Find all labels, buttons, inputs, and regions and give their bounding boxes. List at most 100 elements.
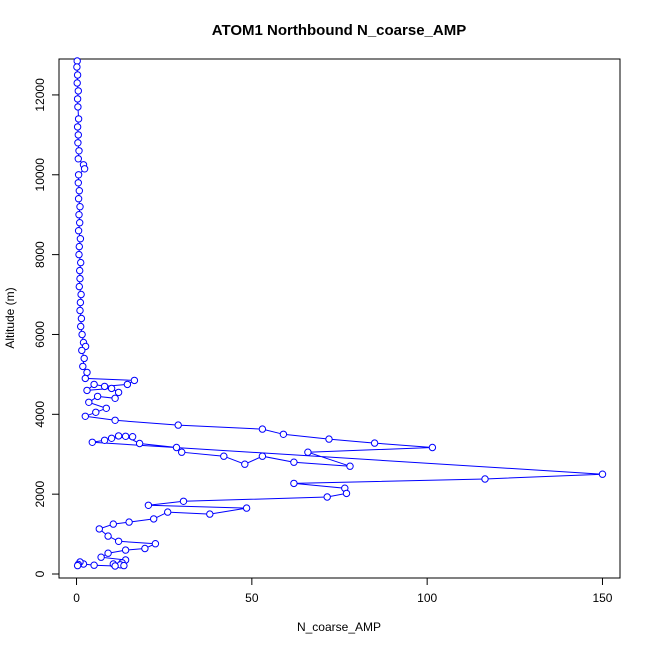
data-point — [81, 412, 90, 420]
data-point — [370, 439, 379, 447]
data-point — [242, 504, 251, 512]
data-point — [73, 63, 81, 71]
data-point — [174, 421, 182, 429]
data-point — [75, 147, 83, 155]
y-tick-label: 2000 — [33, 480, 47, 507]
data-point — [290, 479, 298, 488]
data-point — [346, 462, 354, 470]
data-point — [241, 460, 249, 468]
x-axis: 0 50 100 150 — [73, 577, 613, 605]
data-point — [74, 171, 83, 179]
series-line — [76, 60, 603, 567]
x-tick-label: 0 — [73, 591, 80, 605]
data-point — [481, 475, 489, 483]
data-point — [81, 374, 90, 383]
data-point — [107, 384, 116, 393]
y-axis-label: Altitude (m) — [3, 287, 17, 348]
data-point — [123, 380, 132, 389]
data-point — [74, 87, 83, 95]
data-point — [90, 561, 98, 569]
data-point — [74, 115, 83, 123]
data-point — [78, 346, 86, 355]
data-point — [141, 544, 149, 553]
data-point — [74, 131, 83, 139]
data-point — [97, 553, 105, 561]
data-point — [114, 432, 123, 440]
y-tick-label: 12000 — [33, 78, 47, 112]
data-point — [76, 274, 84, 283]
data-point — [100, 382, 109, 391]
data-point — [598, 470, 607, 478]
data-point — [111, 416, 119, 424]
data-point — [290, 458, 298, 466]
y-tick-label: 0 — [33, 570, 47, 577]
data-point — [135, 439, 144, 448]
data-point — [120, 561, 128, 570]
data-point — [77, 322, 85, 331]
data-point — [92, 408, 100, 416]
x-axis-label: N_coarse_AMP — [297, 620, 381, 634]
data-point — [144, 501, 153, 509]
data-point — [77, 258, 85, 267]
data-point — [114, 388, 123, 397]
y-tick-label: 10000 — [33, 158, 47, 192]
data-point — [121, 432, 130, 440]
data-point — [304, 448, 312, 456]
data-point — [73, 123, 82, 131]
y-axis: 0 2000 4000 6000 8000 10000 12000 — [33, 78, 60, 577]
data-point — [75, 282, 84, 291]
data-point — [111, 394, 119, 402]
data-point — [76, 203, 84, 211]
data-point — [74, 155, 83, 163]
data-point — [121, 546, 130, 554]
data-point — [77, 314, 86, 323]
data-point — [80, 165, 89, 173]
data-point — [258, 425, 267, 433]
data-point — [178, 448, 186, 456]
data-point — [85, 398, 93, 406]
y-tick-label: 4000 — [33, 401, 47, 428]
data-point — [76, 266, 84, 275]
data-point — [93, 392, 102, 401]
data-point — [90, 380, 98, 389]
data-point — [76, 235, 85, 243]
data-point — [73, 95, 82, 103]
x-tick-label: 50 — [245, 591, 259, 605]
series-layer — [73, 57, 607, 570]
data-point — [83, 386, 91, 395]
data-point — [111, 562, 119, 570]
data-point — [74, 179, 83, 187]
data-point — [77, 290, 85, 299]
data-point — [73, 79, 81, 87]
data-point — [79, 362, 87, 371]
data-point — [75, 250, 83, 259]
data-point — [428, 443, 437, 452]
data-point — [74, 103, 82, 111]
data-point — [76, 306, 84, 315]
data-point — [95, 525, 104, 533]
y-tick-label: 6000 — [33, 321, 47, 348]
data-point — [109, 520, 118, 528]
data-point — [151, 540, 160, 548]
data-point — [258, 452, 267, 460]
data-point — [172, 443, 181, 452]
data-point — [102, 404, 111, 412]
data-point — [206, 510, 214, 518]
data-point — [179, 497, 188, 505]
data-point — [128, 433, 137, 441]
x-tick-label: 150 — [592, 591, 612, 605]
data-point — [323, 493, 331, 501]
data-point — [279, 430, 288, 438]
x-tick-label: 100 — [417, 591, 437, 605]
data-point — [125, 518, 133, 526]
data-point — [74, 195, 83, 203]
data-point — [74, 227, 83, 235]
plot-frame — [58, 58, 621, 579]
data-point — [73, 71, 82, 79]
data-point — [164, 508, 172, 516]
data-point — [80, 354, 88, 363]
data-point — [88, 438, 97, 446]
data-point — [150, 515, 158, 523]
